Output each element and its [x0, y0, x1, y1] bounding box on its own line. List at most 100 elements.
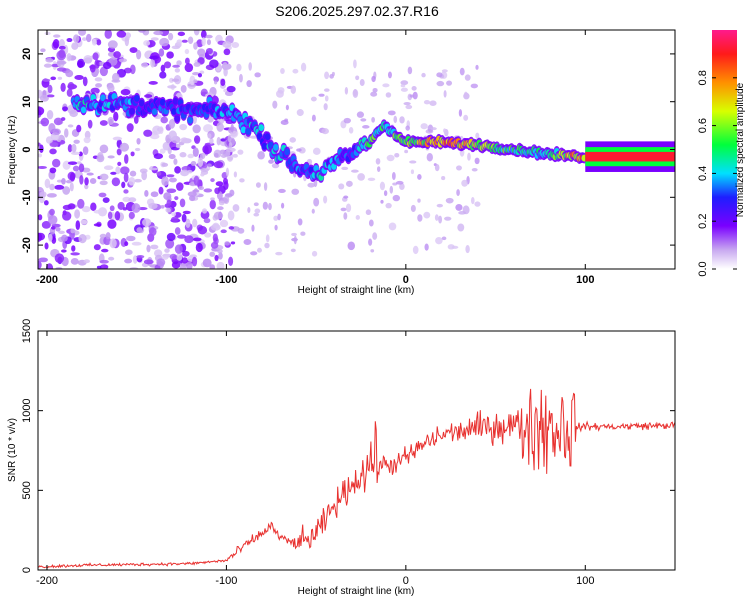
- heatmap-noise-cell: [324, 95, 329, 102]
- heatmap-noise-cell: [161, 176, 169, 187]
- spectrogram-x-tick-label: 100: [576, 274, 594, 286]
- heatmap-noise-cell: [345, 180, 353, 187]
- snr-y-tick-label: 0: [21, 567, 33, 573]
- heatmap-noise-cell: [226, 85, 236, 93]
- heatmap-noise-cell: [435, 236, 443, 245]
- heatmap-noise-cell: [61, 178, 66, 185]
- heatmap-noise-cell: [223, 195, 230, 205]
- heatmap-noise-cell: [461, 179, 468, 187]
- heatmap-noise-cell: [107, 116, 114, 126]
- heatmap-noise-cell: [115, 166, 121, 175]
- heatmap-noise-cell: [55, 226, 61, 232]
- heatmap-noise-cell: [103, 165, 114, 171]
- heatmap-noise-cell: [410, 204, 416, 213]
- heatmap-noise-cell: [214, 254, 219, 262]
- heatmap-noise-cell: [99, 180, 108, 186]
- heatmap-noise-cell: [324, 71, 330, 80]
- heatmap-noise-cell: [197, 48, 206, 57]
- heatmap-noise-cell: [213, 152, 219, 158]
- heatmap-ridge-cell: [240, 126, 247, 134]
- heatmap-noise-cell: [216, 261, 225, 269]
- heatmap-noise-cell: [52, 158, 61, 168]
- heatmap-noise-cell: [410, 169, 415, 175]
- heatmap-noise-cell: [256, 247, 262, 253]
- heatmap-noise-cell: [67, 144, 73, 153]
- heatmap-noise-cell: [84, 130, 91, 140]
- heatmap-noise-cell: [124, 258, 133, 264]
- heatmap-noise-cell: [216, 136, 221, 146]
- heatmap-noise-cell: [131, 203, 141, 213]
- heatmap-noise-cell: [395, 180, 404, 185]
- heatmap-noise-cell: [227, 134, 232, 143]
- heatmap-noise-cell: [191, 256, 198, 267]
- heatmap-noise-cell: [77, 60, 84, 68]
- heatmap-noise-cell: [108, 57, 118, 66]
- spectrogram-x-tick-label: -100: [215, 274, 237, 286]
- heatmap-noise-cell: [165, 207, 171, 213]
- spectrogram-y-tick-label: 10: [21, 96, 33, 108]
- heatmap-noise-cell: [168, 177, 177, 183]
- spectrogram-y-tick-label: -20: [21, 237, 33, 253]
- heatmap-noise-cell: [60, 117, 66, 121]
- heatmap-noise-cell: [399, 116, 405, 124]
- heatmap-noise-cell: [48, 123, 56, 133]
- heatmap-noise-cell: [53, 117, 63, 126]
- heatmap-noise-cell: [50, 76, 57, 81]
- heatmap-noise-cell: [438, 215, 443, 224]
- heatmap-noise-cell: [441, 176, 446, 181]
- heatmap-noise-cell: [49, 148, 57, 155]
- heatmap-noise-cell: [215, 181, 224, 187]
- heatmap-noise-cell: [40, 48, 46, 53]
- heatmap-noise-cell: [318, 93, 325, 97]
- heatmap-noise-cell: [220, 154, 227, 158]
- heatmap-noise-cell: [134, 147, 141, 152]
- heatmap-noise-cell: [192, 124, 201, 134]
- heatmap-noise-cell: [417, 214, 423, 222]
- heatmap-noise-cell: [380, 199, 384, 204]
- heatmap-noise-cell: [39, 144, 44, 153]
- heatmap-noise-cell: [72, 165, 80, 172]
- heatmap-noise-cell: [171, 216, 179, 223]
- heatmap-noise-cell: [73, 34, 80, 43]
- heatmap-noise-cell: [38, 153, 43, 158]
- heatmap-noise-cell: [117, 161, 122, 167]
- heatmap-noise-cell: [405, 104, 413, 110]
- heatmap-noise-cell: [187, 191, 197, 197]
- heatmap-noise-cell: [222, 62, 228, 71]
- heatmap-noise-cell: [99, 120, 108, 126]
- heatmap-noise-cell: [443, 128, 447, 133]
- heatmap-noise-cell: [365, 209, 372, 216]
- heatmap-noise-cell: [49, 142, 59, 148]
- heatmap-noise-cell: [42, 78, 51, 82]
- heatmap-noise-cell: [46, 193, 57, 198]
- heatmap-noise-cell: [387, 110, 396, 116]
- heatmap-noise-cell: [38, 165, 47, 170]
- heatmap-noise-cell: [179, 123, 188, 131]
- heatmap-noise-cell: [423, 211, 431, 219]
- heatmap-noise-cell: [434, 214, 439, 221]
- heatmap-noise-cell: [146, 244, 151, 253]
- snr-y-tick-label: 1500: [21, 319, 33, 343]
- heatmap-noise-cell: [78, 163, 85, 173]
- heatmap-noise-cell: [203, 217, 211, 224]
- heatmap-noise-cell: [94, 77, 103, 82]
- heatmap-noise-cell: [203, 188, 213, 193]
- heatmap-noise-cell: [180, 169, 189, 177]
- heatmap-noise-cell: [192, 115, 198, 124]
- snr-panel: -200 -100 0 100 0 500 1000 1500 Height of stra…: [7, 319, 676, 597]
- heatmap-noise-cell: [213, 161, 224, 169]
- heatmap-noise-cell: [162, 141, 172, 151]
- heatmap-noise-cell: [156, 258, 166, 267]
- heatmap-noise-cell: [237, 227, 245, 234]
- heatmap-noise-cell: [192, 237, 202, 242]
- heatmap-noise-cell: [265, 234, 270, 243]
- heatmap-noise-cell: [197, 226, 208, 235]
- heatmap-noise-cell: [82, 76, 88, 87]
- heatmap-noise-cell: [462, 205, 470, 215]
- heatmap-noise-cell: [149, 55, 159, 60]
- heatmap-noise-cell: [214, 187, 220, 195]
- heatmap-noise-cell: [38, 214, 43, 221]
- heatmap-noise-cell: [210, 178, 215, 183]
